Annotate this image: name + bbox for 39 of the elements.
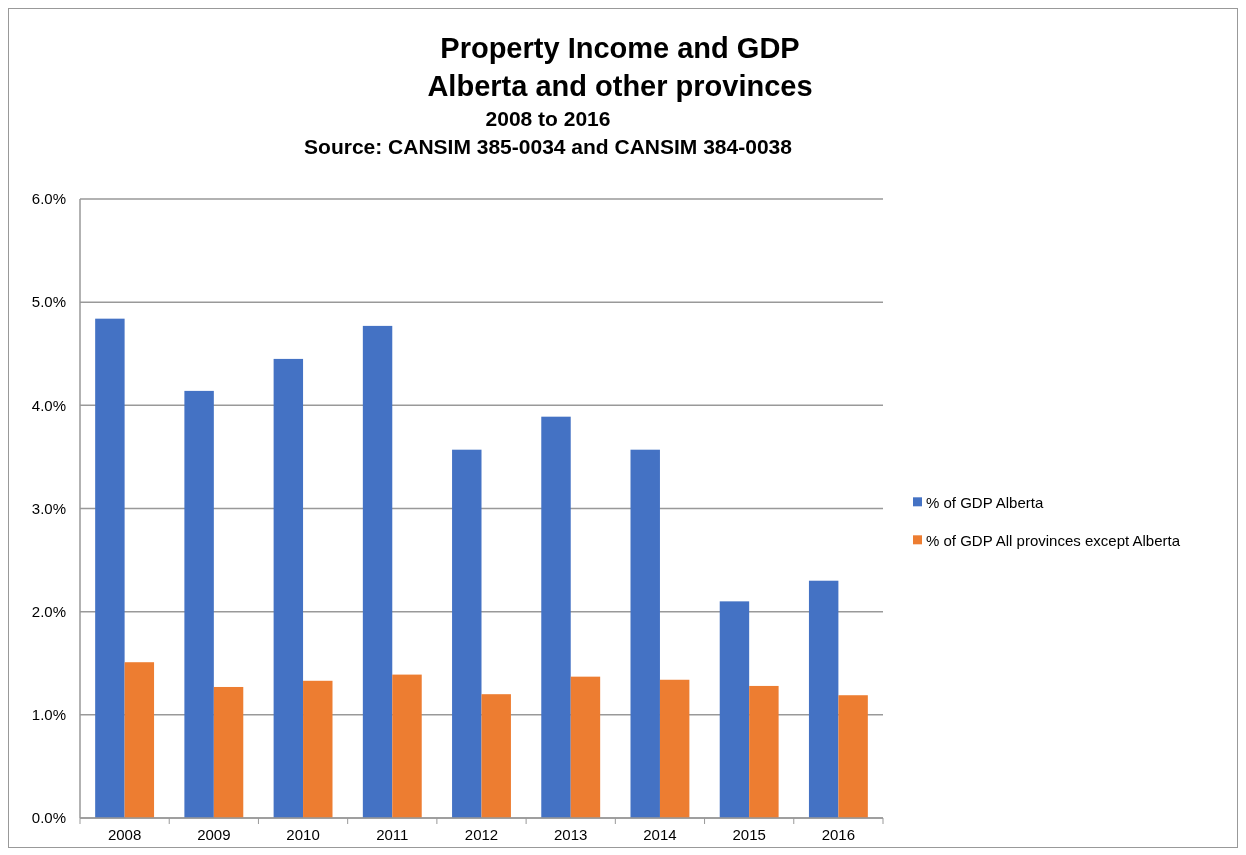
y-tick-label: 2.0% xyxy=(31,602,66,620)
chart-title: Property Income and GDP Alberta and other provinces xyxy=(427,32,813,102)
bar xyxy=(392,674,422,818)
x-tick-label: 2015 xyxy=(732,826,766,843)
x-tick-label: 2016 xyxy=(821,826,856,843)
x-tick-label: 2014 xyxy=(643,826,677,843)
bar xyxy=(630,449,660,818)
bar xyxy=(124,662,155,818)
source-note: Source: CANSIM 385-0034 and CANSIM 384-0038 xyxy=(304,135,793,158)
y-tick-label: 0.0% xyxy=(31,809,66,827)
x-tick-label: 2008 xyxy=(107,826,142,843)
x-tick-label: 2013 xyxy=(554,826,588,843)
legend-label: % of GDP All provinces except Alberta xyxy=(926,531,1181,549)
bar xyxy=(213,686,244,818)
bar xyxy=(838,695,868,818)
y-tick-label: 6.0% xyxy=(31,190,66,208)
bar xyxy=(303,680,333,818)
y-tick-label: 5.0% xyxy=(31,293,66,311)
x-tick-label: 2009 xyxy=(197,826,231,843)
bar xyxy=(184,390,214,818)
bar xyxy=(95,318,125,818)
y-tick-label: 1.0% xyxy=(31,706,66,724)
bar xyxy=(749,685,779,818)
bar xyxy=(570,676,601,818)
y-tick-label: 4.0% xyxy=(31,396,66,414)
legend-label: % of GDP Alberta xyxy=(926,493,1044,511)
chart-subtitle: 2008 to 2016 xyxy=(485,107,611,130)
bar xyxy=(273,358,304,818)
x-tick-label: 2011 xyxy=(376,826,409,843)
bar xyxy=(452,449,482,818)
y-tick-label: 3.0% xyxy=(31,499,66,517)
x-tick-label: 2012 xyxy=(464,826,499,843)
x-tick-label: 2010 xyxy=(286,826,320,843)
bar xyxy=(719,601,750,818)
bar xyxy=(541,416,571,818)
bar xyxy=(481,694,511,818)
bar xyxy=(362,325,393,818)
bar xyxy=(659,679,690,818)
bar xyxy=(808,580,839,818)
